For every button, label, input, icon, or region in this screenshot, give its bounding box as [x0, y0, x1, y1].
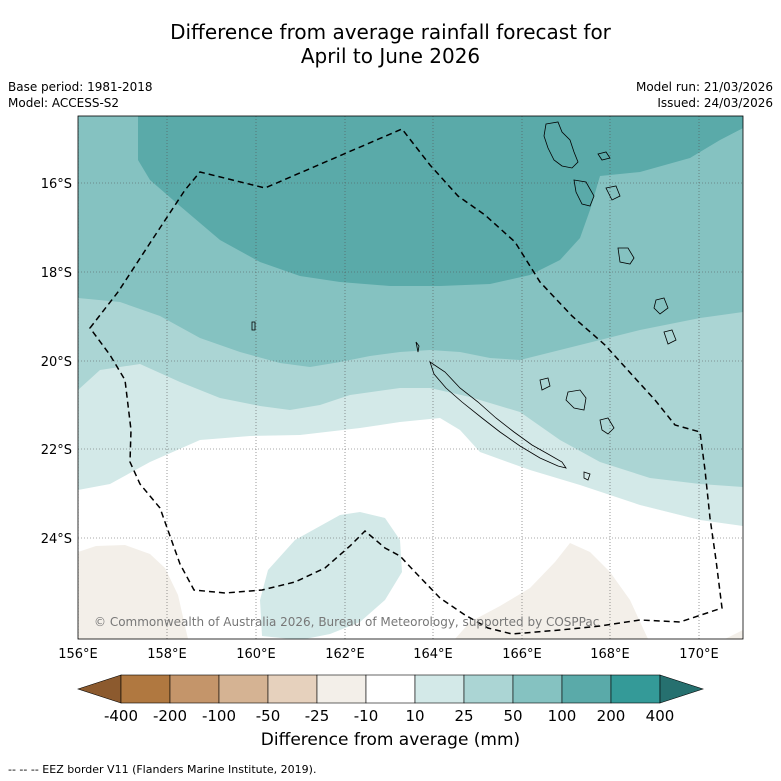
colorbar: -400 -200 -100 -50 -25 -10 10 25 50 100 200 400: [77, 674, 704, 725]
colorbar-label: 25: [454, 707, 473, 725]
colorbar-segment: [463, 674, 514, 704]
latitude-labels: 16°S 18°S 20°S 22°S 24°S: [41, 177, 72, 547]
eez-border: [89, 128, 723, 635]
lat-label-20s: 20°S: [41, 355, 72, 370]
colorbar-segment: [512, 674, 563, 704]
model-name: Model: ACCESS-S2: [8, 96, 120, 110]
colorbar-extend-high: [659, 674, 704, 704]
islands: [251, 121, 677, 481]
lat-label-18s: 18°S: [41, 266, 72, 281]
colorbar-label: 10: [405, 707, 424, 725]
title-line-2: April to June 2026: [300, 44, 481, 68]
island-small-2: [415, 341, 420, 353]
colorbar-segment: [120, 674, 171, 704]
island-loyalty-3: [599, 417, 615, 435]
colorbar-segment: [316, 674, 367, 704]
lon-label-168e: 168°E: [590, 647, 630, 662]
contour-dry-west: [78, 545, 188, 639]
island-loyalty-1: [539, 377, 551, 391]
lon-label-164e: 164°E: [413, 647, 453, 662]
island-ambrym: [597, 151, 611, 161]
lat-label-24s: 24°S: [41, 532, 72, 547]
lon-label-156e: 156°E: [58, 647, 98, 662]
island-tanna: [653, 297, 669, 315]
lat-label-16s: 16°S: [41, 177, 72, 192]
contour-200-400: [660, 116, 743, 160]
colorbar-title: Difference from average (mm): [260, 730, 521, 750]
colorbar-segment: [365, 674, 416, 704]
lon-label-166e: 166°E: [502, 647, 542, 662]
longitude-labels: 156°E 158°E 160°E 162°E 164°E 166°E 168°…: [58, 647, 719, 662]
colorbar-label: -10: [354, 707, 379, 725]
island-new-caledonia: [429, 361, 567, 469]
lat-label-22s: 22°S: [41, 443, 72, 458]
contour-dry-corner: [725, 630, 743, 639]
colorbar-label: -25: [305, 707, 330, 725]
colorbar-segment: [267, 674, 318, 704]
contour-100-200: [138, 116, 743, 286]
colorbar-label: -400: [104, 707, 138, 725]
lon-label-158e: 158°E: [147, 647, 187, 662]
colorbar-label: -100: [202, 707, 236, 725]
colorbar-label: 100: [548, 707, 577, 725]
base-period: Base period: 1981-2018: [8, 80, 153, 94]
title-line-1: Difference from average rainfall forecas…: [170, 20, 611, 44]
map-frame: [77, 115, 744, 640]
colorbar-segment: [610, 674, 661, 704]
island-malekula: [573, 179, 595, 207]
colorbar-label: 200: [597, 707, 626, 725]
contour-wet-south: [260, 512, 402, 639]
island-aneityum: [663, 329, 677, 345]
lon-label-170e: 170°E: [679, 647, 719, 662]
lon-label-162e: 162°E: [325, 647, 365, 662]
colorbar-segment: [414, 674, 465, 704]
island-erromango: [617, 247, 635, 265]
colorbar-segment: [169, 674, 220, 704]
colorbar-label: -50: [256, 707, 281, 725]
eez-legend-note: -- -- -- EEZ border V11 (Flanders Marine…: [8, 763, 317, 776]
island-loyalty-2: [565, 389, 587, 411]
gridlines: [78, 116, 743, 639]
issued-date: Issued: 24/03/2026: [657, 96, 773, 110]
lon-label-160e: 160°E: [236, 647, 276, 662]
colorbar-segment: [218, 674, 269, 704]
colorbar-label: 50: [503, 707, 522, 725]
contour-dry-southeast: [455, 543, 648, 639]
colorbar-extend-low: [77, 674, 122, 704]
copyright-notice: © Commonwealth of Australia 2026, Bureau…: [94, 615, 599, 629]
colorbar-label: 400: [646, 707, 675, 725]
colorbar-label: -200: [153, 707, 187, 725]
island-santo: [543, 121, 579, 169]
island-small-3: [583, 471, 591, 481]
island-small-1: [251, 321, 256, 331]
colorbar-segment: [561, 674, 612, 704]
model-run: Model run: 21/03/2026: [635, 80, 773, 94]
island-efate: [605, 185, 621, 201]
map-area: © Commonwealth of Australia 2026, Bureau…: [78, 116, 743, 639]
